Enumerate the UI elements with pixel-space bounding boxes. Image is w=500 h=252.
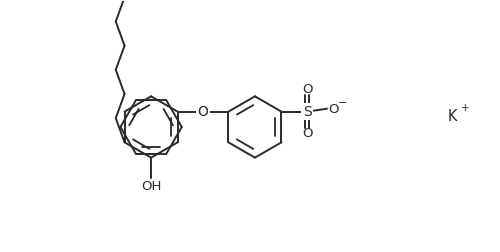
Text: S: S	[303, 105, 312, 119]
Text: OH: OH	[141, 180, 162, 193]
Text: O: O	[328, 103, 339, 116]
Text: O: O	[302, 127, 312, 140]
Text: K: K	[448, 109, 458, 124]
Text: +: +	[461, 103, 470, 113]
Text: O: O	[302, 83, 312, 97]
Text: −: −	[338, 98, 347, 108]
Text: O: O	[198, 105, 208, 119]
